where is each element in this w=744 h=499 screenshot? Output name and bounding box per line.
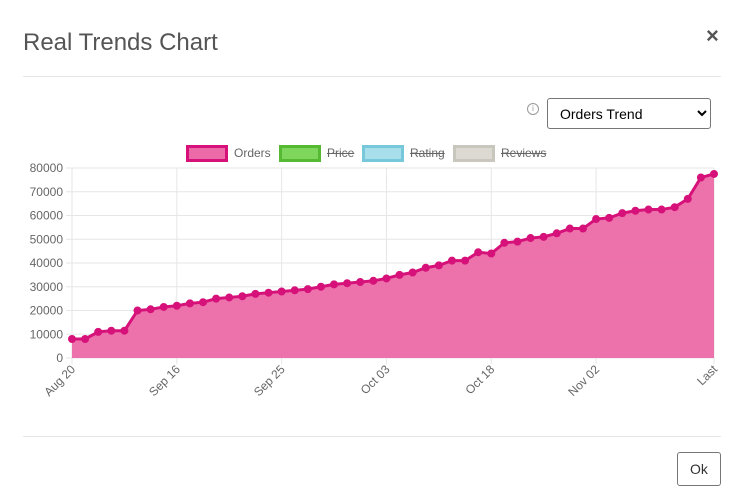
orders-data-point — [185, 299, 194, 308]
orders-data-point — [618, 209, 627, 218]
x-tick-label: Oct 18 — [462, 362, 497, 397]
footer-divider — [23, 436, 721, 437]
orders-data-point — [225, 293, 234, 302]
orders-data-point — [68, 335, 76, 343]
y-tick-label: 70000 — [30, 185, 64, 199]
y-tick-label: 50000 — [30, 232, 64, 246]
orders-data-point — [447, 256, 456, 265]
x-tick-label: Sep 16 — [146, 362, 183, 399]
orders-data-point — [683, 194, 692, 203]
y-tick-label: 0 — [56, 351, 63, 365]
orders-data-point — [395, 270, 404, 279]
orders-data-point — [408, 268, 417, 277]
orders-data-point — [251, 289, 260, 298]
y-tick-label: 80000 — [30, 161, 64, 175]
x-tick-label: Nov 02 — [565, 362, 602, 399]
legend-item-rating[interactable]: Rating — [362, 144, 445, 162]
orders-data-point — [670, 203, 679, 212]
orders-data-point — [290, 286, 299, 295]
chart-legend: Orders Price Rating Reviews — [0, 144, 744, 162]
orders-data-point — [264, 288, 273, 297]
orders-data-point — [526, 234, 535, 243]
orders-data-point — [356, 278, 365, 286]
orders-data-point — [81, 335, 90, 343]
orders-series-line — [72, 172, 715, 341]
legend-swatch-orders — [186, 144, 228, 162]
legend-item-orders[interactable]: Orders — [186, 144, 271, 162]
orders-data-point — [120, 326, 129, 335]
x-tick-label: Oct 03 — [358, 362, 393, 397]
orders-data-point — [487, 249, 496, 258]
orders-data-point — [500, 238, 509, 247]
orders-data-point — [631, 206, 640, 215]
orders-data-point — [461, 256, 470, 265]
orders-data-point — [474, 248, 483, 257]
legend-item-reviews[interactable]: Reviews — [453, 144, 546, 162]
legend-label-rating: Rating — [410, 146, 445, 160]
orders-data-point — [369, 276, 378, 285]
legend-label-orders: Orders — [234, 146, 271, 160]
ok-button[interactable]: Ok — [677, 452, 721, 486]
info-circle-icon[interactable]: i — [527, 103, 539, 115]
legend-swatch-rating — [362, 144, 404, 162]
orders-data-point — [212, 294, 221, 303]
orders-data-point — [565, 224, 574, 233]
orders-data-point — [644, 205, 653, 214]
orders-data-point — [316, 282, 325, 291]
y-tick-label: 10000 — [30, 327, 64, 341]
orders-data-point — [552, 229, 561, 238]
orders-data-point — [696, 173, 705, 182]
orders-data-point — [277, 287, 286, 296]
x-tick-label: Sep 25 — [251, 362, 288, 399]
orders-data-point — [513, 237, 522, 246]
orders-data-point — [159, 302, 168, 311]
orders-data-point — [146, 305, 155, 314]
orders-data-point — [421, 263, 430, 272]
x-tick-label: Last — [694, 362, 720, 388]
orders-data-point — [303, 285, 312, 294]
x-tick-label: Aug 20 — [41, 362, 78, 399]
legend-label-price: Price — [327, 146, 355, 160]
orders-data-point — [343, 279, 352, 288]
trend-type-select[interactable]: Orders Trend — [547, 98, 711, 129]
legend-item-price[interactable]: Price — [279, 144, 354, 162]
orders-data-point — [434, 261, 443, 270]
orders-data-point — [657, 205, 666, 214]
orders-data-point — [238, 292, 247, 301]
legend-label-reviews: Reviews — [501, 146, 547, 160]
dialog-title: Real Trends Chart — [23, 29, 218, 56]
orders-data-point — [107, 326, 116, 335]
orders-data-point — [710, 169, 718, 178]
orders-data-point — [330, 280, 339, 289]
orders-data-point — [592, 215, 601, 224]
orders-data-point — [578, 224, 587, 233]
orders-data-point — [94, 327, 103, 336]
orders-data-point — [539, 232, 548, 241]
y-tick-label: 20000 — [30, 304, 64, 318]
orders-data-point — [172, 301, 181, 310]
y-tick-label: 60000 — [30, 209, 64, 223]
close-icon[interactable]: × — [706, 23, 719, 48]
orders-data-point — [199, 298, 208, 307]
header-divider — [23, 76, 721, 77]
orders-area-fill — [72, 173, 714, 358]
orders-data-point — [133, 306, 142, 315]
legend-swatch-reviews — [453, 144, 495, 162]
orders-data-point — [605, 213, 614, 222]
y-tick-label: 40000 — [30, 256, 64, 270]
y-tick-label: 30000 — [30, 280, 64, 294]
orders-data-point — [382, 274, 391, 283]
legend-swatch-price — [279, 144, 321, 162]
